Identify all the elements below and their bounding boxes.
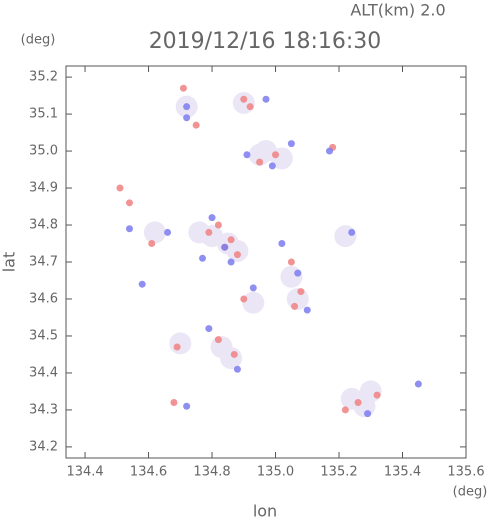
echo-point	[354, 399, 362, 407]
echo-point	[173, 343, 181, 351]
echo-point	[226, 239, 249, 262]
x-tick-label: 134.8	[193, 465, 230, 480]
echo-point	[242, 291, 265, 314]
x-tick-label: 134.6	[130, 465, 167, 480]
echo-point	[325, 147, 333, 155]
y-tick-label: 35.1	[29, 107, 58, 122]
y-tick-label: 35.2	[29, 70, 58, 85]
echo-point	[208, 214, 216, 222]
y-tick-label: 34.2	[29, 439, 58, 454]
echo-point	[240, 295, 248, 303]
echo-point	[179, 84, 187, 92]
echo-point	[246, 103, 254, 111]
plot-frame	[65, 65, 467, 459]
echo-point	[294, 269, 302, 277]
y-tick-label: 34.8	[29, 218, 58, 233]
y-tick-label: 34.7	[29, 255, 58, 270]
y-tick-label: 34.3	[29, 402, 58, 417]
y-tick-label: 34.9	[29, 181, 58, 196]
echo-point	[125, 225, 133, 233]
echo-point	[199, 254, 207, 262]
echo-point	[148, 240, 156, 248]
x-tick-label: 134.4	[66, 465, 103, 480]
echo-point	[303, 306, 311, 314]
echo-point	[164, 228, 172, 236]
x-tick-label: 135.0	[257, 465, 294, 480]
chart-title: 2019/12/16 18:16:30	[149, 29, 382, 54]
echo-point	[205, 325, 213, 333]
y-tick-label: 35.0	[29, 144, 58, 159]
y-tick-label: 34.6	[29, 291, 58, 306]
echo-point	[364, 410, 372, 418]
echo-point	[125, 199, 133, 207]
echo-point	[291, 302, 299, 310]
echo-point	[272, 151, 280, 159]
echo-point	[359, 380, 382, 403]
echo-point	[232, 91, 255, 114]
echo-point	[233, 365, 241, 373]
echo-point	[268, 162, 276, 170]
y-tick-label: 34.4	[29, 365, 58, 380]
echo-point	[214, 336, 222, 344]
echo-point	[183, 103, 191, 111]
echo-point	[138, 280, 146, 288]
y-axis-label: lat	[0, 252, 19, 273]
echo-point	[116, 184, 124, 192]
x-tick-label: 135.6	[447, 465, 484, 480]
echo-point	[287, 140, 295, 148]
y-unit: (deg)	[21, 33, 56, 48]
echo-point	[233, 251, 241, 259]
echo-point	[414, 380, 422, 388]
echo-point	[341, 406, 349, 414]
echo-point	[287, 258, 295, 266]
echo-point	[188, 221, 211, 244]
x-axis-label: lon	[253, 502, 277, 521]
echo-point	[170, 399, 178, 407]
echo-point	[348, 228, 356, 236]
echo-point	[227, 236, 235, 244]
echo-point	[278, 240, 286, 248]
echo-point	[192, 121, 200, 129]
echo-point	[243, 151, 251, 159]
echo-point	[248, 143, 271, 166]
echo-point	[227, 258, 235, 266]
echo-point	[249, 284, 257, 292]
echo-point	[297, 288, 305, 296]
echo-point	[262, 95, 270, 103]
echo-point	[334, 225, 357, 248]
echo-point	[221, 243, 229, 251]
y-tick-label: 34.5	[29, 328, 58, 343]
x-tick-label: 135.4	[384, 465, 421, 480]
echo-point	[214, 221, 222, 229]
altitude-header: ALT(km) 2.0	[350, 1, 445, 20]
echo-point	[256, 158, 264, 166]
echo-point	[205, 228, 213, 236]
echo-point	[169, 332, 192, 355]
x-unit: (deg)	[453, 485, 488, 500]
echo-point	[220, 347, 243, 370]
echo-point	[183, 114, 191, 122]
echo-point	[373, 391, 381, 399]
echo-point	[280, 265, 303, 288]
echo-point	[230, 350, 238, 358]
x-tick-label: 135.2	[320, 465, 357, 480]
echo-point	[183, 402, 191, 410]
echo-point	[143, 221, 166, 244]
echo-point	[240, 95, 248, 103]
